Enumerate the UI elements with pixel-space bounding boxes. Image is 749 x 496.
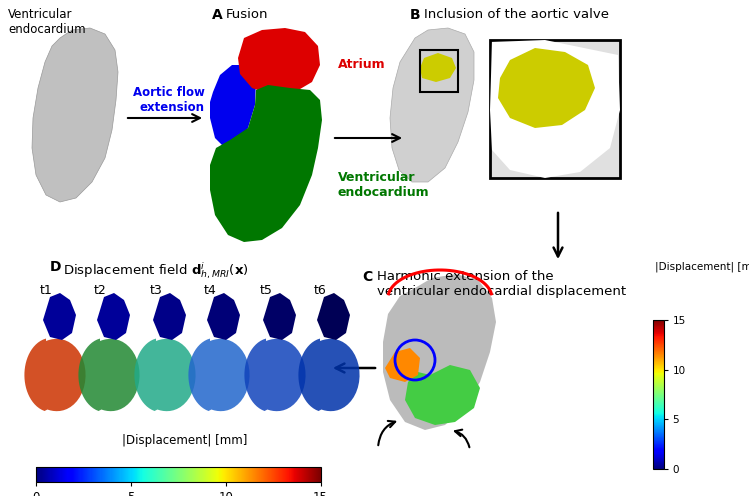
Polygon shape [79,339,139,411]
Polygon shape [25,339,85,411]
Text: t4: t4 [204,284,216,297]
Text: t3: t3 [150,284,163,297]
Polygon shape [498,48,595,128]
Text: Harmonic extension of the
ventricular endocardial displacement: Harmonic extension of the ventricular en… [377,270,626,298]
Text: t6: t6 [314,284,327,297]
Polygon shape [405,365,480,425]
Polygon shape [383,274,496,430]
Text: C: C [362,270,372,284]
Polygon shape [317,293,350,340]
Text: Aortic flow
extension: Aortic flow extension [133,86,205,114]
Polygon shape [238,28,320,95]
Text: A: A [212,8,222,22]
Polygon shape [263,293,296,340]
Polygon shape [385,348,420,382]
Text: Displacement field $\mathbf{d}^{i}_{h,MRI}(\mathbf{x})$: Displacement field $\mathbf{d}^{i}_{h,MR… [63,260,249,281]
Polygon shape [134,339,195,411]
Text: |Displacement| [mm]: |Displacement| [mm] [655,261,749,272]
Polygon shape [210,65,256,148]
Text: |Displacement| [mm]: |Displacement| [mm] [122,434,248,447]
Polygon shape [210,85,322,242]
Polygon shape [244,339,306,411]
Polygon shape [420,53,456,82]
Text: t1: t1 [40,284,52,297]
Bar [420,50,458,92]
Text: Ventricular
endocardium: Ventricular endocardium [338,171,430,199]
Polygon shape [207,293,240,340]
Polygon shape [390,28,474,182]
Polygon shape [153,293,186,340]
Text: B: B [410,8,421,22]
Polygon shape [189,339,249,411]
Polygon shape [97,293,130,340]
Bar [490,40,620,178]
Text: t2: t2 [94,284,106,297]
Text: t5: t5 [260,284,273,297]
Polygon shape [490,40,620,178]
Text: Atrium: Atrium [338,59,386,71]
Polygon shape [43,293,76,340]
Polygon shape [32,28,118,202]
Text: D: D [50,260,61,274]
Text: Fusion: Fusion [226,8,268,21]
Text: Ventricular
endocardium: Ventricular endocardium [8,8,85,36]
Polygon shape [298,339,360,411]
Text: Inclusion of the aortic valve: Inclusion of the aortic valve [424,8,609,21]
